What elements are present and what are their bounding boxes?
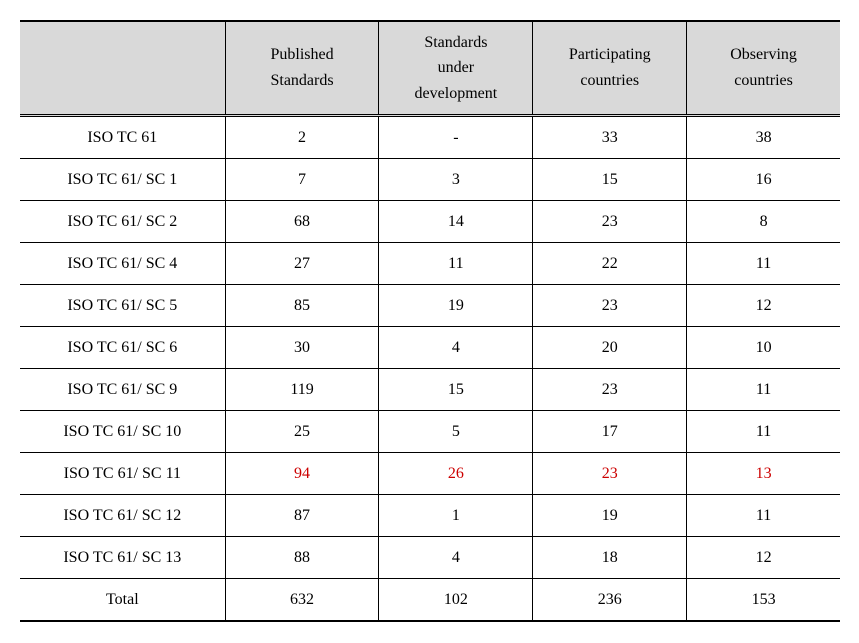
cell-under-dev: 4 (379, 327, 533, 369)
cell-published: 119 (225, 369, 379, 411)
cell-observing: 10 (687, 327, 840, 369)
cell-under-dev: 4 (379, 537, 533, 579)
cell-participating: 23 (533, 453, 687, 495)
row-label: ISO TC 61 (20, 116, 225, 159)
header-participating: Participating countries (533, 21, 687, 116)
cell-published: 27 (225, 243, 379, 285)
cell-participating: 15 (533, 159, 687, 201)
cell-observing: 38 (687, 116, 840, 159)
cell-published: 85 (225, 285, 379, 327)
total-label: Total (20, 579, 225, 622)
cell-under-dev: 14 (379, 201, 533, 243)
cell-under-dev: 26 (379, 453, 533, 495)
table-row: ISO TC 61/ SC 138841812 (20, 537, 840, 579)
total-under-dev: 102 (379, 579, 533, 622)
cell-published: 87 (225, 495, 379, 537)
row-label: ISO TC 61/ SC 4 (20, 243, 225, 285)
table-row: ISO TC 61/ SC 102551711 (20, 411, 840, 453)
cell-under-dev: 5 (379, 411, 533, 453)
cell-observing: 13 (687, 453, 840, 495)
cell-observing: 16 (687, 159, 840, 201)
row-label: ISO TC 61/ SC 9 (20, 369, 225, 411)
cell-observing: 11 (687, 495, 840, 537)
cell-published: 94 (225, 453, 379, 495)
row-label: ISO TC 61/ SC 2 (20, 201, 225, 243)
cell-participating: 18 (533, 537, 687, 579)
header-observing: Observing countries (687, 21, 840, 116)
total-published: 632 (225, 579, 379, 622)
row-label: ISO TC 61/ SC 13 (20, 537, 225, 579)
header-observing-label: Observing countries (730, 46, 797, 89)
cell-participating: 23 (533, 369, 687, 411)
table-row: ISO TC 61/ SC 1194262313 (20, 453, 840, 495)
cell-participating: 23 (533, 201, 687, 243)
cell-under-dev: 3 (379, 159, 533, 201)
table-total-row: Total632102236153 (20, 579, 840, 622)
cell-participating: 17 (533, 411, 687, 453)
total-observing: 153 (687, 579, 840, 622)
total-participating: 236 (533, 579, 687, 622)
table-body: ISO TC 612-3338ISO TC 61/ SC 1731516ISO … (20, 116, 840, 622)
cell-published: 25 (225, 411, 379, 453)
cell-under-dev: 1 (379, 495, 533, 537)
cell-published: 7 (225, 159, 379, 201)
table-row: ISO TC 61/ SC 26814238 (20, 201, 840, 243)
cell-published: 30 (225, 327, 379, 369)
iso-standards-table: Published Standards Standards under deve… (20, 20, 840, 622)
cell-published: 2 (225, 116, 379, 159)
row-label: ISO TC 61/ SC 11 (20, 453, 225, 495)
header-under-dev-label: Standards under development (415, 34, 498, 102)
row-label: ISO TC 61/ SC 10 (20, 411, 225, 453)
cell-under-dev: 11 (379, 243, 533, 285)
row-label: ISO TC 61/ SC 6 (20, 327, 225, 369)
cell-under-dev: 19 (379, 285, 533, 327)
table-header-row: Published Standards Standards under deve… (20, 21, 840, 116)
table-row: ISO TC 61/ SC 427112211 (20, 243, 840, 285)
header-published-label: Published Standards (270, 46, 333, 89)
cell-observing: 8 (687, 201, 840, 243)
row-label: ISO TC 61/ SC 1 (20, 159, 225, 201)
table-row: ISO TC 61/ SC 63042010 (20, 327, 840, 369)
table-row: ISO TC 61/ SC 128711911 (20, 495, 840, 537)
cell-observing: 11 (687, 243, 840, 285)
header-blank (20, 21, 225, 116)
header-under-dev: Standards under development (379, 21, 533, 116)
cell-participating: 20 (533, 327, 687, 369)
row-label: ISO TC 61/ SC 5 (20, 285, 225, 327)
table-row: ISO TC 61/ SC 1731516 (20, 159, 840, 201)
table-row: ISO TC 612-3338 (20, 116, 840, 159)
cell-published: 88 (225, 537, 379, 579)
cell-participating: 19 (533, 495, 687, 537)
cell-observing: 11 (687, 369, 840, 411)
header-published: Published Standards (225, 21, 379, 116)
cell-participating: 22 (533, 243, 687, 285)
cell-participating: 23 (533, 285, 687, 327)
cell-under-dev: 15 (379, 369, 533, 411)
cell-observing: 11 (687, 411, 840, 453)
row-label: ISO TC 61/ SC 12 (20, 495, 225, 537)
cell-published: 68 (225, 201, 379, 243)
table-row: ISO TC 61/ SC 9119152311 (20, 369, 840, 411)
cell-under-dev: - (379, 116, 533, 159)
table-row: ISO TC 61/ SC 585192312 (20, 285, 840, 327)
header-participating-label: Participating countries (569, 46, 651, 89)
cell-participating: 33 (533, 116, 687, 159)
cell-observing: 12 (687, 285, 840, 327)
cell-observing: 12 (687, 537, 840, 579)
